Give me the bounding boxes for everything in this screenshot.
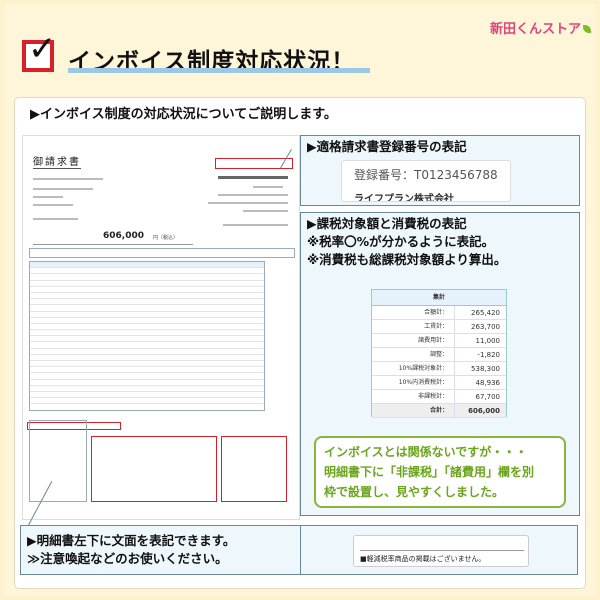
summary-total-row: 合計： 606,000: [372, 404, 506, 418]
callout-bottom-right: ■軽減税率商品の掲載はございません。: [300, 525, 578, 575]
callout-tax: ▶課税対象額と消費税の表記 ※税率〇%が分かるように表記。 ※消費税も総課税対象…: [300, 212, 580, 516]
row-label: 合計：: [372, 404, 456, 417]
summary-row: 10%課税対象計： 538,300: [372, 362, 506, 376]
callout-bottom-left: ▶明細書左下に文面を表記できます。 ≫注意喚起などのお使いください。: [20, 525, 302, 575]
row-label: 10%課税対象計：: [372, 362, 456, 375]
row-value: -1,820: [477, 351, 500, 359]
summary-row: 10%内消費税計： 48,936: [372, 376, 506, 390]
row-label: 調整：: [372, 348, 456, 361]
summary-row: 工賃計： 263,700: [372, 320, 506, 334]
row-value: 538,300: [471, 365, 500, 373]
invoice-summary-box: [221, 436, 287, 502]
callout-title: ▶適格請求書登録番号の表記: [307, 139, 467, 154]
invoice-total: 606,000: [103, 231, 144, 241]
company-name: ライフプラン株式会社: [354, 194, 454, 202]
registration-highlight: [215, 158, 293, 169]
registration-number: 登録番号：T0123456788: [354, 168, 498, 182]
leaf-icon: [583, 25, 592, 33]
red-checkbox-check-icon: ✓: [22, 32, 57, 72]
callout-title: ▶明細書左下に文面を表記できます。: [27, 533, 236, 548]
row-value: 11,000: [475, 337, 501, 345]
row-label: 合額計：: [372, 306, 456, 319]
intro-text: ▶インボイス制度の対応状況についてご説明します。: [30, 107, 337, 122]
note-line: 枠で設置し、見やすくしました。: [324, 485, 505, 499]
summary-table: 集計 合額計： 265,420 工賃計： 263,700 諸費用計： 11,000 調…: [371, 289, 507, 418]
row-value: 606,000: [468, 407, 500, 415]
callout-line: ※税率〇%が分かるように表記。: [307, 234, 495, 249]
note-line: インボイスとは関係ないですが・・・: [324, 445, 528, 459]
title-underline: [68, 68, 370, 73]
invoice-heading: 御請求書: [33, 153, 81, 169]
invoice-remarks-box: [29, 420, 87, 502]
callout-registration: ▶適格請求書登録番号の表記 登録番号：T0123456788 ライフプラン株式会…: [300, 135, 580, 206]
callout-line: ≫注意喚起などのお使いください。: [27, 551, 228, 566]
row-label: 10%内消費税計：: [372, 376, 456, 389]
invoice-fees-box: [91, 436, 217, 502]
summary-row: 諸費用計： 11,000: [372, 334, 506, 348]
summary-row: 調整： -1,820: [372, 348, 506, 362]
invoice-preview: 御請求書 606,000 円（税込）: [22, 135, 300, 520]
note-line: 明細書下に「非課税」「諸費用」欄を別: [324, 465, 535, 479]
footer-note-text: ■軽減税率商品の掲載はございません。: [360, 550, 524, 564]
row-label: 工賃計：: [372, 320, 456, 333]
green-note: インボイスとは関係ないですが・・・ 明細書下に「非課税」「諸費用」欄を別 枠で設…: [314, 436, 566, 508]
registration-sample: 登録番号：T0123456788 ライフプラン株式会社: [341, 160, 511, 202]
summary-row: 合額計： 265,420: [372, 306, 506, 320]
footer-note-highlight: [27, 422, 121, 430]
row-value: 67,700: [475, 393, 501, 401]
summary-row: 非課税計： 67,700: [372, 390, 506, 404]
row-value: 48,936: [475, 379, 501, 387]
row-value: 265,420: [471, 309, 500, 317]
footer-note-sample: ■軽減税率商品の掲載はございません。: [353, 535, 529, 567]
callout-line: ※消費税も総課税対象額より算出。: [307, 252, 507, 267]
summary-header: 集計: [372, 290, 506, 306]
row-label: 非課税計：: [372, 390, 456, 403]
store-logo: 新田くんストア: [490, 18, 592, 37]
callout-title: ▶課税対象額と消費税の表記: [307, 216, 467, 231]
invoice-total-unit: 円（税込）: [153, 235, 179, 241]
row-label: 諸費用計：: [372, 334, 456, 347]
invoice-line-items: [29, 261, 265, 411]
row-value: 263,700: [471, 323, 500, 331]
